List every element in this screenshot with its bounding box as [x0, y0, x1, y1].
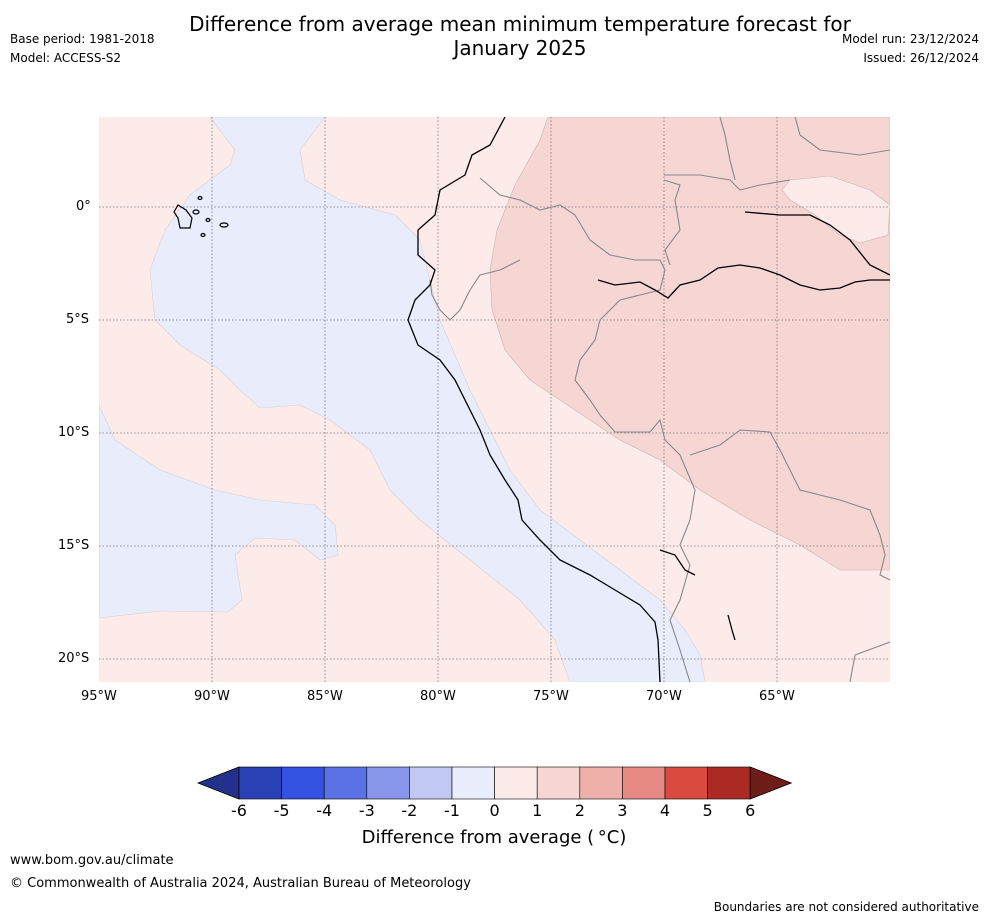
issued-date: Issued: 26/12/2024 — [863, 51, 979, 65]
lat-label-15s: 15°S — [58, 538, 90, 553]
colorbar-tick-label: 1 — [532, 801, 543, 820]
anomaly-region-light-patch — [781, 175, 890, 244]
colorbar-tick-label: 4 — [659, 801, 671, 820]
colorbar-arrow-max — [749, 766, 793, 800]
colorbar-label: Difference from average ( °C) — [361, 827, 627, 848]
map-title: Difference from average mean minimum tem… — [150, 12, 890, 60]
title-line-1: Difference from average mean minimum tem… — [189, 12, 851, 36]
galapagos-islands — [173, 195, 229, 238]
colorbar-swatch — [238, 766, 282, 800]
colorbar-tick-label: -3 — [358, 801, 375, 820]
lon-label-80w: 80°W — [420, 689, 456, 704]
copyright-notice: © Commonwealth of Australia 2024, Austra… — [10, 876, 471, 891]
colorbar-tick-label: 5 — [702, 801, 713, 820]
lat-label-5s: 5°S — [66, 312, 90, 327]
colorbar-tick-label: -5 — [273, 801, 290, 820]
colorbar-swatches — [196, 766, 793, 800]
lat-label-0: 0° — [76, 199, 91, 214]
colorbar-swatch — [366, 766, 410, 800]
lat-label-10s: 10°S — [58, 425, 90, 440]
colorbar-arrow-min — [196, 766, 240, 800]
model-run: Model run: 23/12/2024 — [841, 32, 979, 46]
colorbar-tick-label: 6 — [745, 801, 756, 820]
colorbar-swatch — [536, 766, 581, 800]
colorbar-tick-label: 2 — [574, 801, 585, 820]
lon-label-65w: 65°W — [759, 689, 795, 704]
lon-label-75w: 75°W — [533, 689, 569, 704]
lon-label-95w: 95°W — [81, 689, 117, 704]
colorbar-swatch — [579, 766, 623, 800]
model-name: Model: ACCESS-S2 — [10, 51, 122, 65]
colorbar-swatch — [494, 766, 538, 800]
boundary-disclaimer: Boundaries are not considered authoritat… — [713, 900, 979, 914]
colorbar-ticks: -6 -5 -4 -3 -2 -1 0 1 2 3 4 5 6 — [0, 801, 988, 821]
lon-label-70w: 70°W — [646, 689, 682, 704]
colorbar-swatch — [409, 766, 453, 800]
source-url[interactable]: www.bom.gov.au/climate — [10, 853, 174, 868]
base-period: Base period: 1981-2018 — [10, 32, 155, 46]
anomaly-region-negative — [99, 117, 706, 682]
colorbar-tick-label: 0 — [489, 801, 500, 820]
lat-label-20s: 20°S — [58, 651, 90, 666]
colorbar-swatch — [664, 766, 708, 800]
title-line-2: January 2025 — [453, 36, 587, 60]
colorbar-tick-label: -2 — [401, 801, 418, 820]
coastline — [407, 117, 890, 682]
colorbar-swatch — [622, 766, 666, 800]
graticule — [99, 117, 890, 682]
anomaly-region-medium-positive — [489, 117, 890, 571]
colorbar-tick-label: -1 — [444, 801, 460, 820]
colorbar-tick-label: -4 — [316, 801, 333, 820]
colorbar-tick-label: 3 — [617, 801, 628, 820]
lon-label-90w: 90°W — [194, 689, 230, 704]
colorbar-swatch — [707, 766, 751, 800]
map-area — [99, 117, 890, 682]
colorbar-tick-label: -6 — [231, 801, 247, 820]
colorbar-swatch — [451, 766, 495, 800]
colorbar-swatch — [323, 766, 368, 800]
colorbar-swatch — [281, 766, 325, 800]
country-borders — [429, 117, 890, 682]
lon-label-85w: 85°W — [307, 689, 343, 704]
